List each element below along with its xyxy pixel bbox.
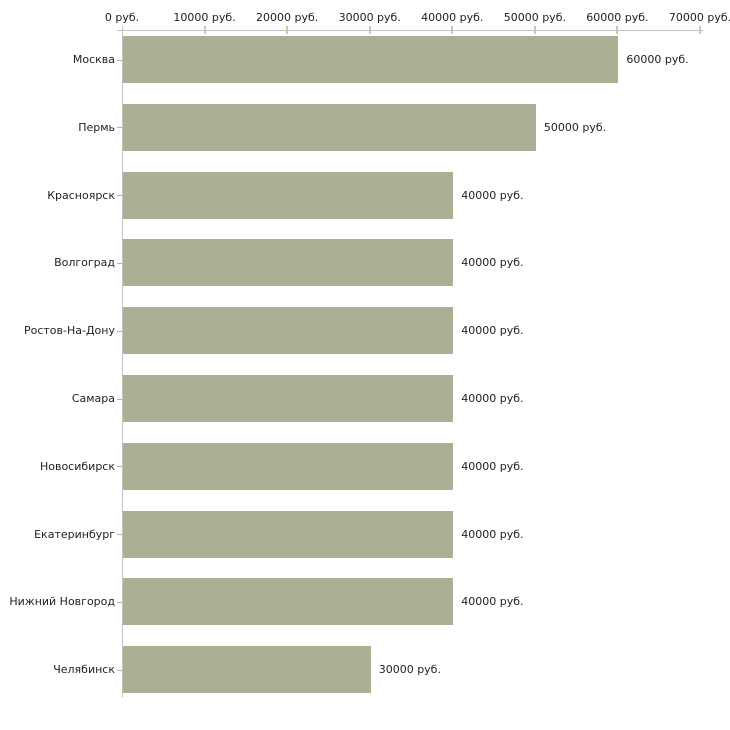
bar [123,442,454,490]
x-axis-tick-mark [368,26,371,34]
x-axis-tick-label: 50000 руб. [503,11,566,24]
category-tick-mark [117,466,122,468]
bar-category-label: Москва [72,53,115,66]
bar [123,239,454,287]
category-tick-mark [117,195,122,197]
bar-category-label: Красноярск [47,188,115,202]
bar [123,36,619,83]
bar-value-label: 40000 руб. [461,256,524,270]
x-axis-tick-label: 70000 руб. [668,11,730,24]
bar-category-label: Челябинск [53,663,115,677]
bar-category-label: Пермь [78,120,115,134]
category-tick-mark [117,127,122,129]
category-tick-mark [117,59,122,61]
bar [123,646,371,694]
bar-value-label: 40000 руб. [461,392,524,405]
x-axis-tick-mark [699,26,701,34]
x-axis-line [117,30,703,31]
bar [123,103,536,151]
category-tick-mark [117,330,122,332]
x-axis-tick-label: 0 руб. [104,11,140,24]
bar [123,171,454,219]
x-axis-tick-label: 60000 руб. [586,11,649,24]
x-axis-tick-mark [203,26,206,34]
bar [123,307,454,355]
x-axis-tick-label: 20000 руб. [256,11,319,24]
bar-value-label: 40000 руб. [461,188,524,202]
bar-category-label: Самара [71,392,115,405]
category-tick-mark [117,398,122,400]
bar-value-label: 40000 руб. [461,527,524,541]
x-axis-tick-mark [533,26,536,34]
bar-category-label: Волгоград [54,256,115,270]
x-axis-tick-label: 40000 руб. [421,11,484,24]
x-axis-tick-mark [451,26,454,34]
bar-value-label: 40000 руб. [461,595,524,609]
category-tick-mark [117,262,122,264]
x-axis-tick-mark [616,26,619,34]
bar [123,375,454,422]
bar [123,510,454,558]
bar-value-label: 30000 руб. [378,663,441,677]
bar-value-label: 50000 руб. [543,120,607,134]
bar-category-label: Новосибирск [39,459,115,473]
bar-value-label: 40000 руб. [461,459,524,473]
x-axis-tick-mark [286,26,289,34]
bar-category-label: Ростов-На-Дону [23,324,115,338]
bar-value-label: 40000 руб. [461,324,524,338]
bar-value-label: 60000 руб. [626,53,689,66]
bar [123,578,454,626]
category-tick-mark [117,534,122,536]
category-tick-mark [117,601,122,603]
bar-category-label: Нижний Новгород [9,595,115,609]
y-axis-line [122,26,123,697]
x-axis-tick-label: 10000 руб. [173,11,236,24]
category-tick-mark [117,669,122,671]
bar-category-label: Екатеринбург [34,527,115,541]
x-axis-tick-label: 30000 руб. [338,11,401,24]
